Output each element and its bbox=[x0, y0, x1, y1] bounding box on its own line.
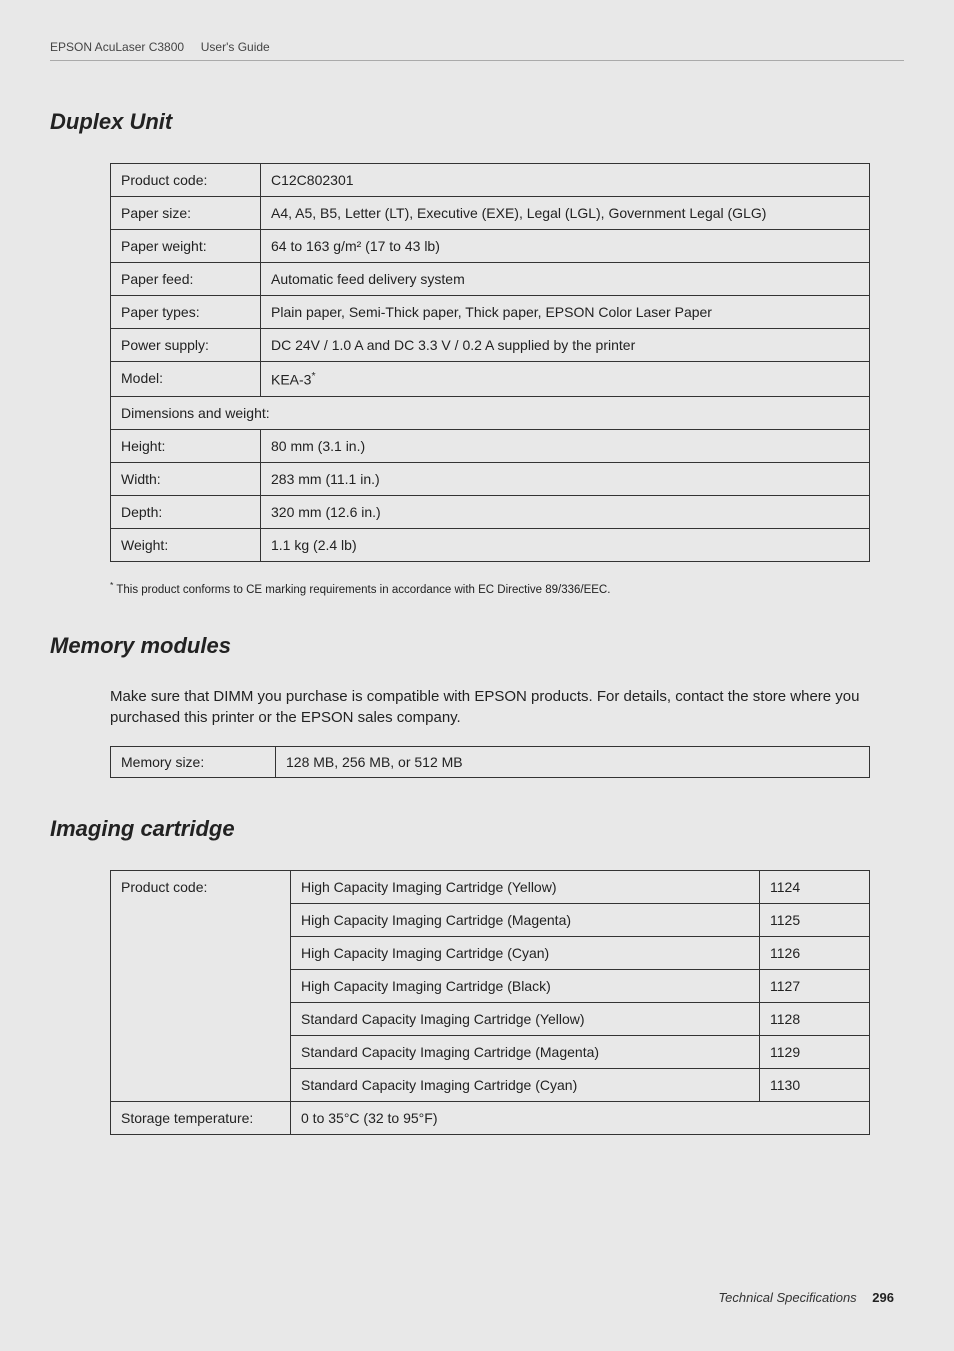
duplex-footnote: * This product conforms to CE marking re… bbox=[110, 580, 904, 596]
footnote-marker: * bbox=[311, 370, 315, 382]
cell-label: Width: bbox=[111, 462, 261, 495]
cell-label: Paper weight: bbox=[111, 230, 261, 263]
cartridge-title: Imaging cartridge bbox=[50, 816, 904, 842]
cell-label: Height: bbox=[111, 429, 261, 462]
memory-title: Memory modules bbox=[50, 633, 904, 659]
model-value-text: KEA-3 bbox=[271, 372, 311, 388]
cartridge-table: Product code: High Capacity Imaging Cart… bbox=[110, 870, 870, 1135]
table-row: Memory size: 128 MB, 256 MB, or 512 MB bbox=[111, 746, 870, 777]
cell-label: Paper size: bbox=[111, 197, 261, 230]
cell-value: 320 mm (12.6 in.) bbox=[261, 495, 870, 528]
table-row: Paper feed: Automatic feed delivery syst… bbox=[111, 263, 870, 296]
cell-code: 1127 bbox=[760, 969, 870, 1002]
footnote-marker: * bbox=[110, 580, 113, 590]
footnote-text: This product conforms to CE marking requ… bbox=[116, 583, 610, 595]
cell-name: High Capacity Imaging Cartridge (Yellow) bbox=[291, 870, 760, 903]
cell-value: 0 to 35°C (32 to 95°F) bbox=[291, 1101, 870, 1134]
memory-table: Memory size: 128 MB, 256 MB, or 512 MB bbox=[110, 746, 870, 778]
table-row: Storage temperature: 0 to 35°C (32 to 95… bbox=[111, 1101, 870, 1134]
table-row: Product code: C12C802301 bbox=[111, 164, 870, 197]
cell-code: 1125 bbox=[760, 903, 870, 936]
cell-code: 1129 bbox=[760, 1035, 870, 1068]
cell-span: Dimensions and weight: bbox=[111, 396, 870, 429]
cell-name: Standard Capacity Imaging Cartridge (Yel… bbox=[291, 1002, 760, 1035]
cell-value: 80 mm (3.1 in.) bbox=[261, 429, 870, 462]
cell-label: Paper types: bbox=[111, 296, 261, 329]
cell-label: Paper feed: bbox=[111, 263, 261, 296]
cell-value: KEA-3* bbox=[261, 362, 870, 397]
table-row: Dimensions and weight: bbox=[111, 396, 870, 429]
table-row: Model: KEA-3* bbox=[111, 362, 870, 397]
cell-label: Memory size: bbox=[111, 746, 276, 777]
cell-name: High Capacity Imaging Cartridge (Cyan) bbox=[291, 936, 760, 969]
table-row: Power supply: DC 24V / 1.0 A and DC 3.3 … bbox=[111, 329, 870, 362]
table-row: Depth: 320 mm (12.6 in.) bbox=[111, 495, 870, 528]
table-row: Product code: High Capacity Imaging Cart… bbox=[111, 870, 870, 903]
duplex-title: Duplex Unit bbox=[50, 109, 904, 135]
cell-name: High Capacity Imaging Cartridge (Magenta… bbox=[291, 903, 760, 936]
cell-name: Standard Capacity Imaging Cartridge (Mag… bbox=[291, 1035, 760, 1068]
memory-body: Make sure that DIMM you purchase is comp… bbox=[110, 687, 904, 728]
cell-label: Storage temperature: bbox=[111, 1101, 291, 1134]
footer-section: Technical Specifications bbox=[718, 1290, 856, 1305]
cell-value: C12C802301 bbox=[261, 164, 870, 197]
table-row: Height: 80 mm (3.1 in.) bbox=[111, 429, 870, 462]
cell-label: Weight: bbox=[111, 528, 261, 561]
cell-code: 1126 bbox=[760, 936, 870, 969]
cell-code: 1124 bbox=[760, 870, 870, 903]
table-row: Weight: 1.1 kg (2.4 lb) bbox=[111, 528, 870, 561]
table-row: Paper weight: 64 to 163 g/m² (17 to 43 l… bbox=[111, 230, 870, 263]
cell-label: Product code: bbox=[111, 164, 261, 197]
cell-label: Power supply: bbox=[111, 329, 261, 362]
cell-value: 283 mm (11.1 in.) bbox=[261, 462, 870, 495]
header-product: EPSON AcuLaser C3800 bbox=[50, 40, 184, 54]
footer-page: 296 bbox=[872, 1290, 894, 1305]
cell-label: Product code: bbox=[111, 870, 291, 1101]
table-row: Width: 283 mm (11.1 in.) bbox=[111, 462, 870, 495]
cell-value: 64 to 163 g/m² (17 to 43 lb) bbox=[261, 230, 870, 263]
cell-name: Standard Capacity Imaging Cartridge (Cya… bbox=[291, 1068, 760, 1101]
duplex-table: Product code: C12C802301 Paper size: A4,… bbox=[110, 163, 870, 562]
cell-value: 1.1 kg (2.4 lb) bbox=[261, 528, 870, 561]
cell-label: Model: bbox=[111, 362, 261, 397]
page-footer: Technical Specifications 296 bbox=[718, 1290, 894, 1305]
table-row: Paper types: Plain paper, Semi-Thick pap… bbox=[111, 296, 870, 329]
cell-value: Automatic feed delivery system bbox=[261, 263, 870, 296]
cell-value: 128 MB, 256 MB, or 512 MB bbox=[276, 746, 870, 777]
cell-value: Plain paper, Semi-Thick paper, Thick pap… bbox=[261, 296, 870, 329]
header-doc: User's Guide bbox=[201, 40, 270, 54]
page-header: EPSON AcuLaser C3800 User's Guide bbox=[50, 40, 904, 61]
table-row: Paper size: A4, A5, B5, Letter (LT), Exe… bbox=[111, 197, 870, 230]
cell-value: A4, A5, B5, Letter (LT), Executive (EXE)… bbox=[261, 197, 870, 230]
cell-value: DC 24V / 1.0 A and DC 3.3 V / 0.2 A supp… bbox=[261, 329, 870, 362]
cell-code: 1128 bbox=[760, 1002, 870, 1035]
cell-code: 1130 bbox=[760, 1068, 870, 1101]
cell-name: High Capacity Imaging Cartridge (Black) bbox=[291, 969, 760, 1002]
cell-label: Depth: bbox=[111, 495, 261, 528]
